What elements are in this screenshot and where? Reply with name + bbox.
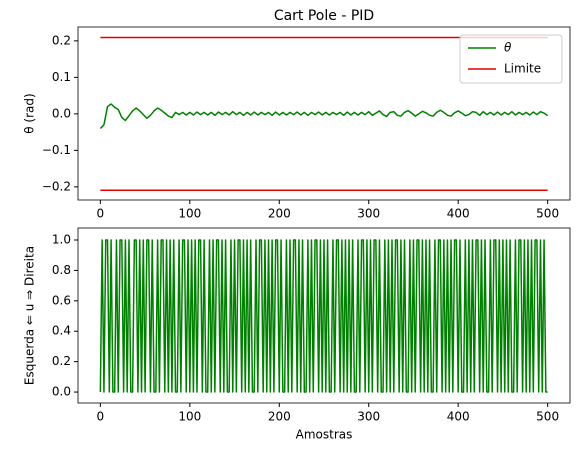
x-axis-label: Amostras xyxy=(296,428,353,442)
y-tick-label: −0.1 xyxy=(42,143,71,157)
x-tick-label: 100 xyxy=(178,410,201,424)
y-tick-label: 0.2 xyxy=(52,354,71,368)
x-tick-label: 100 xyxy=(178,207,201,221)
y-tick-label: 0.4 xyxy=(52,324,71,338)
y-tick-label: 1.0 xyxy=(52,233,71,247)
x-tick-label: 200 xyxy=(268,207,291,221)
y-tick-label: 0.2 xyxy=(52,33,71,47)
legend: θ Limite xyxy=(459,34,563,84)
x-tick-label: 400 xyxy=(447,410,470,424)
x-tick-label: 300 xyxy=(357,207,380,221)
y-tick-label: 0.0 xyxy=(52,106,71,120)
axes-frame xyxy=(77,227,571,404)
y-tick-label: 0.0 xyxy=(52,385,71,399)
x-tick-label: 500 xyxy=(536,410,559,424)
x-tick-label: 0 xyxy=(97,410,105,424)
x-tick-label: 300 xyxy=(357,410,380,424)
legend-label: Limite xyxy=(504,62,541,76)
legend-box xyxy=(459,34,563,84)
plot-area xyxy=(99,239,548,393)
y-tick-label: 0.1 xyxy=(52,70,71,84)
x-tick-label: 500 xyxy=(536,207,559,221)
y-tick-label: −0.2 xyxy=(42,179,71,193)
axes-frame xyxy=(77,26,571,201)
series-line xyxy=(99,239,548,393)
x-tick-label: 400 xyxy=(447,207,470,221)
series-line xyxy=(99,103,549,129)
x-tick-label: 200 xyxy=(268,410,291,424)
legend-label: θ xyxy=(504,41,512,55)
y-axis-label: θ (rad) xyxy=(23,93,37,133)
x-tick-label: 0 xyxy=(97,207,105,221)
y-axis-label: Esquerda ⇐ u ⇒ Direita xyxy=(23,246,37,385)
chart-title: Cart Pole - PID xyxy=(274,8,374,24)
y-tick-label: 0.8 xyxy=(52,263,71,277)
y-tick-label: 0.6 xyxy=(52,293,71,307)
